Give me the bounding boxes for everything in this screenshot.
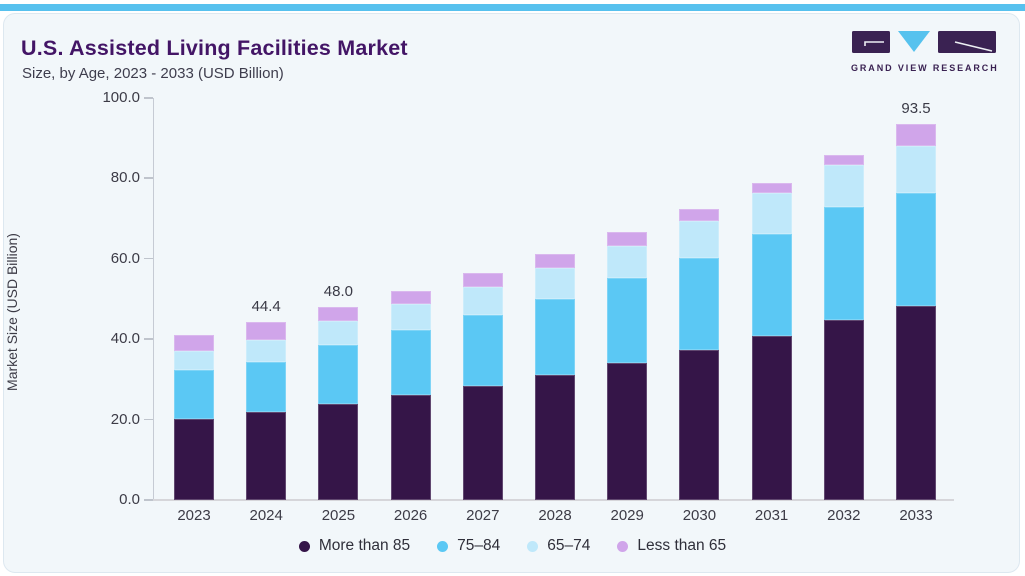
legend-label-more-than-85: More than 85 [318, 537, 411, 554]
y-tick-mark [144, 97, 153, 99]
y-axis-line [153, 98, 154, 500]
y-tick-label-100.0: 100.0 [102, 89, 140, 106]
bar-segment-65-74-2023 [174, 350, 214, 371]
grand-view-research-logo: GRAND VIEW RESEARCH [851, 30, 997, 73]
bar-segment-75-84-2023 [174, 370, 214, 419]
x-axis-label-2032: 2032 [827, 507, 861, 524]
data-label-2025: 48.0 [323, 283, 353, 301]
y-axis-title: Market Size (USD Billion) [4, 233, 20, 391]
bar-segment-75-84-2026 [390, 329, 431, 396]
bar-segment-75-84-2029 [607, 278, 648, 364]
bar-segment-less-than-65-2026 [390, 290, 431, 305]
chart-card: U.S. Assisted Living Facilities Market S… [3, 13, 1020, 573]
bar-segment-less-than-65-2025 [318, 307, 359, 322]
x-axis-label-2023: 2023 [177, 507, 211, 524]
bar-segment-more-than-85-2026 [390, 395, 431, 500]
legend-dot-65-74 [527, 540, 539, 552]
chart-legend: More than 85 75–84 65–74 Less than 65 [0, 537, 1025, 555]
page-title: U.S. Assisted Living Facilities Market [21, 36, 408, 60]
bar-segment-less-than-65-2033 [896, 124, 936, 146]
bar-segment-less-than-65-2030 [679, 209, 720, 221]
x-axis-label-2033: 2033 [899, 507, 933, 524]
x-axis-label-2026: 2026 [393, 507, 428, 524]
bar-segment-less-than-65-2028 [535, 254, 575, 268]
bar-segment-65-74-2027 [462, 287, 503, 316]
bar-segment-65-74-2024 [246, 340, 287, 362]
bar-segment-65-74-2033 [896, 145, 936, 194]
bar-segment-less-than-65-2031 [751, 183, 792, 193]
legend-label-75-84: 75–84 [457, 537, 501, 554]
y-tick-label-0.0: 0.0 [119, 491, 140, 508]
bar-segment-75-84-2033 [896, 193, 936, 306]
bar-segment-more-than-85-2027 [462, 386, 503, 500]
logo-wordmark: GRAND VIEW RESEARCH [851, 63, 999, 73]
y-tick-mark [144, 499, 153, 501]
y-tick-mark [144, 257, 153, 260]
bar-segment-less-than-65-2029 [607, 232, 648, 246]
bar-segment-65-74-2031 [751, 192, 792, 235]
bar-segment-65-74-2026 [390, 304, 431, 330]
gvr-logo-icon [852, 31, 996, 53]
bar-segment-more-than-85-2025 [318, 403, 359, 500]
brand-accent-bar [0, 4, 1025, 11]
x-axis-line [144, 499, 954, 501]
legend-dot-75-84 [437, 540, 449, 552]
y-tick-mark [144, 338, 153, 340]
bar-segment-65-74-2029 [607, 245, 648, 279]
bar-segment-less-than-65-2024 [246, 321, 287, 341]
x-axis-label-2031: 2031 [754, 507, 789, 524]
bar-segment-75-84-2032 [823, 207, 864, 321]
bar-segment-more-than-85-2032 [823, 320, 864, 500]
bar-segment-less-than-65-2027 [462, 273, 503, 288]
legend-label-less-than-65: Less than 65 [637, 537, 727, 554]
bar-segment-75-84-2025 [318, 344, 359, 404]
legend-item-less-than-65: Less than 65 [617, 537, 726, 555]
legend-item-more-than-85: More than 85 [298, 537, 411, 555]
bar-segment-75-84-2030 [679, 257, 720, 351]
x-axis-label-2028: 2028 [538, 507, 572, 524]
x-axis-label-2024: 2024 [249, 507, 283, 524]
page-subtitle: Size, by Age, 2023 - 2033 (USD Billion) [22, 65, 284, 82]
bar-segment-65-74-2028 [535, 267, 575, 299]
bar-segment-75-84-2028 [535, 298, 575, 376]
y-tick-label-20.0: 20.0 [110, 410, 140, 428]
legend-label-65-74: 65–74 [547, 537, 591, 554]
bar-segment-65-74-2032 [823, 164, 864, 208]
x-axis-label-2030: 2030 [682, 507, 717, 524]
bar-segment-more-than-85-2024 [246, 411, 287, 500]
bar-segment-75-84-2024 [246, 361, 287, 412]
legend-item-75-84: 75–84 [437, 537, 500, 555]
y-tick-mark [144, 177, 153, 179]
data-label-2033: 93.5 [901, 100, 931, 118]
x-axis-label-2027: 2027 [466, 507, 500, 524]
bar-segment-75-84-2027 [462, 315, 503, 387]
bar-segment-more-than-85-2033 [896, 305, 936, 500]
bar-segment-more-than-85-2028 [535, 375, 575, 500]
x-axis-label-2025: 2025 [321, 507, 356, 524]
bar-segment-more-than-85-2031 [751, 336, 792, 500]
legend-dot-more-than-85 [298, 540, 310, 552]
x-axis-label-2029: 2029 [610, 507, 644, 524]
y-tick-label-40.0: 40.0 [110, 330, 140, 348]
y-tick-mark [144, 418, 153, 421]
legend-dot-less-than-65 [617, 540, 629, 552]
bar-segment-less-than-65-2023 [174, 335, 214, 351]
bar-segment-less-than-65-2032 [823, 155, 864, 165]
bar-segment-75-84-2031 [751, 234, 792, 337]
bar-segment-more-than-85-2023 [174, 418, 214, 500]
bar-segment-65-74-2025 [318, 321, 359, 345]
legend-item-65-74: 65–74 [527, 537, 590, 555]
bar-segment-more-than-85-2029 [607, 363, 648, 500]
y-tick-label-60.0: 60.0 [110, 249, 140, 267]
bar-segment-65-74-2030 [679, 220, 720, 258]
data-label-2024: 44.4 [251, 297, 281, 315]
y-tick-label-80.0: 80.0 [110, 169, 140, 187]
bar-segment-more-than-85-2030 [679, 350, 720, 500]
